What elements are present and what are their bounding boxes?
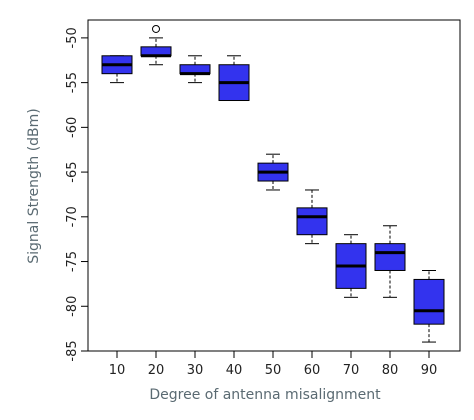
x-tick-label: 60 [304, 363, 321, 378]
y-tick-label: -65 [65, 161, 80, 182]
x-tick-label: 10 [109, 363, 126, 378]
y-tick-label: -55 [65, 72, 80, 93]
box-30 [179, 55, 211, 84]
x-tick-label: 30 [187, 363, 204, 378]
x-tick-label: 20 [148, 363, 165, 378]
box-iqr [413, 278, 445, 325]
box-70 [335, 234, 367, 298]
box-iqr [374, 243, 406, 271]
box-40 [218, 55, 250, 102]
y-tick-label: -75 [65, 251, 80, 272]
x-tick-label: 50 [265, 363, 282, 378]
y-tick-label: -85 [65, 340, 80, 361]
x-axis-title: Degree of antenna misalignment [149, 387, 381, 403]
y-tick-label: -60 [65, 117, 80, 138]
x-tick-label: 80 [382, 363, 399, 378]
box-90 [413, 269, 445, 343]
box-80 [374, 225, 406, 298]
x-axis: 10 20 30 40 50 60 70 80 90 [109, 351, 438, 378]
y-tick-label: -80 [65, 296, 80, 317]
box-20 [140, 24, 172, 66]
box-iqr [296, 207, 328, 236]
box-60 [296, 189, 328, 245]
x-tick-label: 70 [343, 363, 360, 378]
y-axis: -50 -55 -60 -65 -70 -75 -80 -85 [65, 27, 88, 362]
box-50 [257, 153, 289, 191]
y-tick-label: -50 [65, 27, 80, 48]
plot-frame [87, 19, 461, 352]
y-axis-title: Signal Strength (dBm) [26, 108, 42, 264]
x-tick-label: 40 [226, 363, 243, 378]
box-10 [101, 55, 133, 84]
x-tick-label: 90 [421, 363, 438, 378]
y-tick-label: -70 [65, 206, 80, 227]
outlier-point [152, 24, 160, 33]
box-series [101, 24, 445, 343]
